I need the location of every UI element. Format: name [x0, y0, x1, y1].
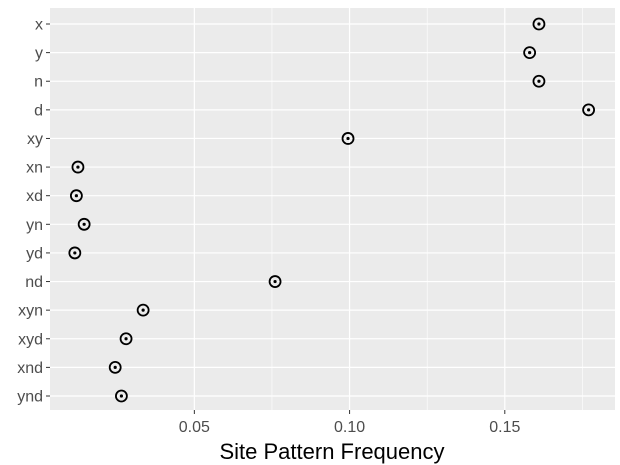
- data-point: [532, 17, 546, 31]
- data-point-ring: [136, 303, 150, 317]
- y-tick-label: xyn: [18, 303, 43, 320]
- data-point-dot: [124, 337, 128, 341]
- y-tick-label: yn: [26, 217, 43, 234]
- data-point-ring: [77, 217, 91, 231]
- major-gridlines: [50, 8, 615, 410]
- data-point: [71, 160, 85, 174]
- data-point-ring: [108, 360, 122, 374]
- data-point-dot: [273, 279, 277, 284]
- plot-panel: [50, 8, 615, 410]
- y-tick-label: xn: [26, 160, 43, 177]
- y-tick-label: yd: [26, 245, 43, 262]
- data-point: [136, 303, 150, 317]
- data-point-ring: [532, 74, 546, 88]
- data-points: [68, 17, 596, 403]
- data-point-ring: [115, 389, 128, 403]
- data-point-dot: [528, 51, 532, 55]
- x-axis-ticks: 0.05 0.10 0.15: [179, 410, 520, 436]
- data-point: [68, 246, 82, 260]
- x-tick-label: 0.05: [179, 419, 210, 436]
- data-point-dot: [119, 394, 124, 398]
- data-point-ring: [119, 332, 133, 346]
- y-tick-label: nd: [25, 274, 43, 291]
- y-tick-label: xyd: [18, 331, 43, 348]
- data-point: [77, 217, 91, 231]
- data-point-ring: [71, 160, 85, 174]
- data-point: [582, 103, 596, 117]
- data-point-ring: [582, 103, 596, 117]
- data-point-dot: [82, 222, 86, 226]
- data-point-dot: [587, 108, 591, 112]
- data-point-dot: [537, 79, 541, 83]
- data-point: [268, 275, 282, 288]
- y-tick-label: n: [34, 74, 43, 91]
- data-point-dot: [141, 308, 145, 312]
- data-point-ring: [523, 46, 537, 60]
- y-tick-label: xnd: [17, 360, 43, 377]
- data-point-dot: [74, 194, 78, 198]
- data-point: [119, 332, 133, 346]
- data-point-ring: [69, 189, 83, 203]
- data-point-ring: [68, 246, 82, 260]
- minor-gridlines: [271, 8, 583, 410]
- data-point-ring: [532, 17, 546, 31]
- data-point-dot: [113, 365, 117, 369]
- y-tick-label: d: [34, 102, 43, 119]
- y-tick-label: ynd: [17, 389, 43, 406]
- data-point: [108, 360, 122, 374]
- y-tick-label: x: [35, 17, 43, 34]
- y-tick-label: xy: [27, 131, 43, 148]
- data-point: [341, 132, 355, 145]
- x-axis-title: Site Pattern Frequency: [219, 439, 444, 464]
- data-point-dot: [537, 22, 541, 26]
- data-point-ring: [268, 275, 282, 288]
- x-tick-label: 0.15: [489, 419, 520, 436]
- data-point: [532, 74, 546, 88]
- data-point-dot: [73, 251, 77, 255]
- x-tick-label: 0.10: [334, 419, 365, 436]
- y-tick-label: y: [35, 45, 43, 62]
- data-point-dot: [346, 136, 350, 141]
- data-point: [69, 189, 83, 203]
- y-tick-label: xd: [26, 188, 43, 205]
- data-point-dot: [76, 165, 80, 169]
- data-point: [115, 389, 128, 403]
- data-point-ring: [341, 132, 355, 145]
- data-point: [523, 46, 537, 60]
